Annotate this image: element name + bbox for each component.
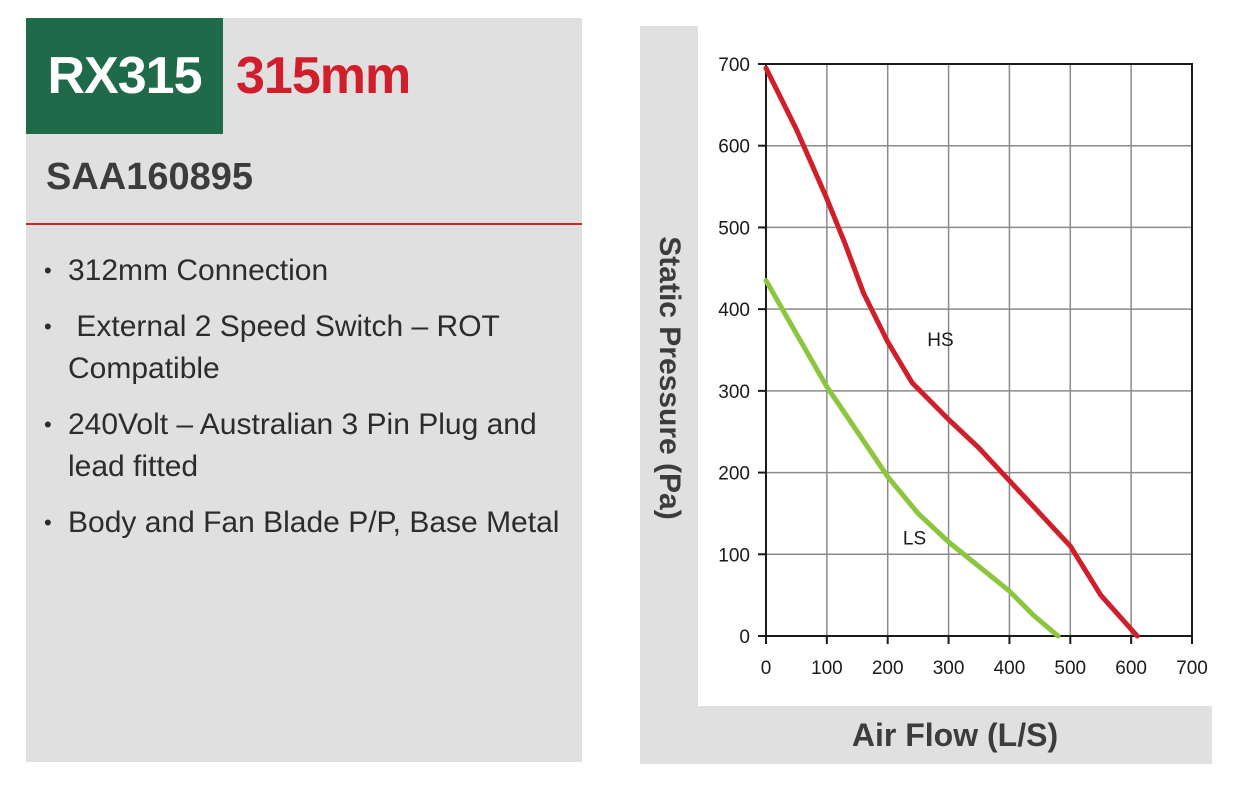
feature-item: • External 2 Speed Switch – ROT Compatib… — [44, 306, 564, 390]
feature-text: Body and Fan Blade P/P, Base Metal — [68, 506, 560, 539]
y-tick-label: 100 — [718, 545, 750, 566]
model-badge: RX315 — [26, 18, 223, 134]
x-axis-title: Air Flow (L/S) — [851, 717, 1059, 753]
x-tick-label: 600 — [1115, 658, 1147, 679]
divider — [26, 223, 582, 225]
feature-text: External 2 Speed Switch – ROT Compatible — [68, 310, 508, 385]
model-size: 315mm — [236, 47, 411, 105]
product-panel: RX315 315mm SAA160895 • 312mm Connection… — [26, 18, 582, 762]
y-tick-label: 500 — [718, 218, 750, 239]
feature-item: • 312mm Connection — [44, 250, 564, 292]
plot-background — [698, 26, 1212, 706]
plot-border — [765, 63, 1193, 637]
x-tick-label: 200 — [872, 658, 904, 679]
chart-frame: 0 100 200 300 400 500 600 700 0 100 200 300 400 500 60… — [640, 26, 1212, 764]
series-line-ls — [763, 278, 1061, 639]
y-tick-label: 300 — [718, 382, 750, 403]
x-tick-label: 100 — [811, 658, 843, 679]
bullet-icon: • — [44, 314, 52, 339]
y-tick-label: 600 — [718, 137, 750, 158]
series-annotation: HS — [927, 330, 953, 351]
feature-text: 312mm Connection — [68, 254, 329, 287]
x-tick-label: 300 — [933, 658, 965, 679]
feature-list: • 312mm Connection • External 2 Speed Sw… — [44, 250, 564, 558]
x-tick-label: 700 — [1176, 658, 1208, 679]
series-annotation: LS — [903, 528, 926, 549]
feature-item: • 240Volt – Australian 3 Pin Plug and le… — [44, 404, 564, 488]
x-tick-label: 400 — [994, 658, 1026, 679]
y-axis-title: Static Pressure (Pa) — [653, 236, 686, 520]
x-tick-label: 0 — [761, 658, 772, 679]
x-tick-label: 500 — [1054, 658, 1086, 679]
bullet-icon: • — [44, 258, 52, 283]
bullet-icon: • — [44, 412, 52, 437]
y-tick-label: 0 — [739, 627, 750, 648]
part-number: SAA160895 — [46, 156, 254, 198]
bullet-icon: • — [44, 510, 52, 535]
feature-text: 240Volt – Australian 3 Pin Plug and lead… — [68, 408, 537, 483]
series-line-hs — [763, 65, 1140, 639]
y-tick-label: 200 — [718, 464, 750, 485]
fan-curve-chart: 0 100 200 300 400 500 600 700 0 100 200 300 400 500 60… — [698, 26, 1212, 706]
y-tick-label: 700 — [718, 55, 750, 76]
y-tick-label: 400 — [718, 300, 750, 321]
y-axis-title-wrap: Static Pressure (Pa) — [640, 40, 698, 716]
feature-item: • Body and Fan Blade P/P, Base Metal — [44, 502, 564, 544]
